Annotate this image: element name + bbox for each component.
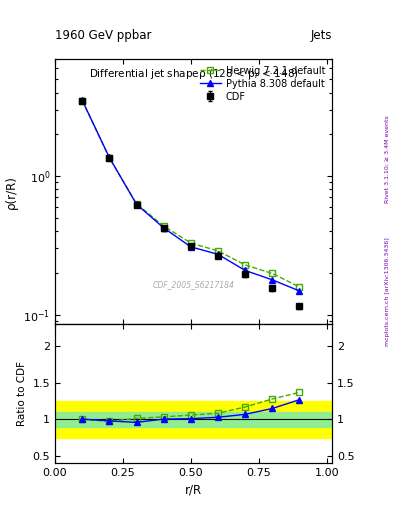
- Text: Rivet 3.1.10; ≥ 3.4M events: Rivet 3.1.10; ≥ 3.4M events: [385, 115, 389, 203]
- Pythia 8.308 default: [189, 244, 193, 250]
- Pythia 8.308 default: [216, 251, 220, 258]
- Text: mcplots.cern.ch [arXiv:1306.3436]: mcplots.cern.ch [arXiv:1306.3436]: [385, 238, 389, 346]
- Pythia 8.308 default: [243, 267, 248, 273]
- Y-axis label: ρ(r/R): ρ(r/R): [5, 175, 18, 208]
- Herwig 7.2.1 default: [297, 284, 302, 290]
- Legend: Herwig 7.2.1 default, Pythia 8.308 default, CDF: Herwig 7.2.1 default, Pythia 8.308 defau…: [198, 63, 327, 103]
- Pythia 8.308 default: [107, 155, 112, 161]
- Herwig 7.2.1 default: [107, 155, 112, 161]
- Pythia 8.308 default: [270, 277, 275, 283]
- Text: Differential jet shapeρ (128 < p$_T$ < 148): Differential jet shapeρ (128 < p$_T$ < 1…: [89, 67, 298, 81]
- Pythia 8.308 default: [297, 288, 302, 294]
- Line: Pythia 8.308 default: Pythia 8.308 default: [79, 97, 303, 294]
- Pythia 8.308 default: [161, 225, 166, 231]
- Text: CDF_2005_S6217184: CDF_2005_S6217184: [152, 280, 235, 289]
- Text: 1960 GeV ppbar: 1960 GeV ppbar: [55, 29, 152, 42]
- Herwig 7.2.1 default: [216, 248, 220, 254]
- Y-axis label: Ratio to CDF: Ratio to CDF: [17, 361, 27, 426]
- Herwig 7.2.1 default: [243, 262, 248, 268]
- Herwig 7.2.1 default: [161, 223, 166, 229]
- Bar: [55, 412, 332, 427]
- Herwig 7.2.1 default: [134, 201, 139, 207]
- X-axis label: r/R: r/R: [185, 484, 202, 497]
- Herwig 7.2.1 default: [270, 270, 275, 276]
- Bar: [55, 401, 332, 438]
- Herwig 7.2.1 default: [80, 97, 84, 103]
- Text: Jets: Jets: [310, 29, 332, 42]
- Herwig 7.2.1 default: [189, 240, 193, 246]
- Pythia 8.308 default: [80, 97, 84, 103]
- Line: Herwig 7.2.1 default: Herwig 7.2.1 default: [79, 97, 303, 290]
- Pythia 8.308 default: [134, 201, 139, 207]
